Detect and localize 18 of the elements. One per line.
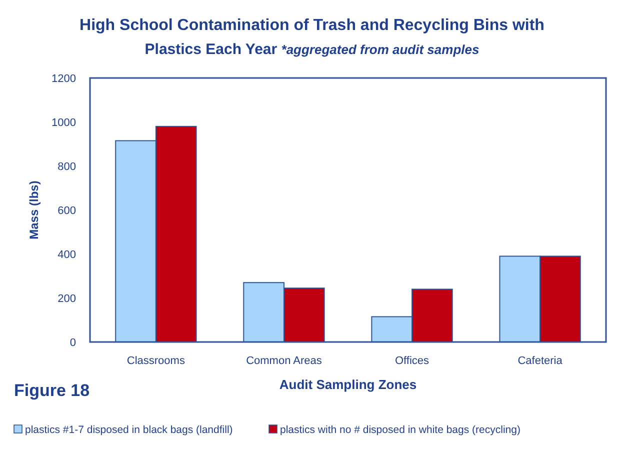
- x-tick-label: Classrooms: [126, 355, 186, 367]
- legend-label: plastics with no # disposed in white bags (recycling): [280, 424, 520, 436]
- y-tick-label: 0: [70, 336, 76, 349]
- legend-label: plastics #1-7 disposed in black bags (landfill): [25, 424, 233, 436]
- y-tick-label: 800: [58, 160, 76, 173]
- x-tick-label: Cafeteria: [518, 355, 564, 367]
- chart-subtitle: Plastics Each Year *aggregated from audit samples: [144, 41, 480, 58]
- y-tick-label: 600: [58, 204, 76, 217]
- y-axis-title: Mass (lbs): [27, 180, 41, 240]
- x-axis-title: Audit Sampling Zones: [279, 377, 417, 392]
- x-tick-label: Common Areas: [246, 355, 322, 367]
- y-tick-label: 1000: [52, 116, 76, 129]
- y-tick-label: 400: [58, 248, 76, 261]
- caption: Figure 18: [14, 381, 90, 400]
- x-tick-label: Offices: [395, 355, 430, 367]
- y-tick-label: 1200: [52, 72, 76, 85]
- chart-title: High School Contamination of Trash and Recycling Bins with: [80, 17, 544, 34]
- y-tick-label: 200: [58, 292, 76, 305]
